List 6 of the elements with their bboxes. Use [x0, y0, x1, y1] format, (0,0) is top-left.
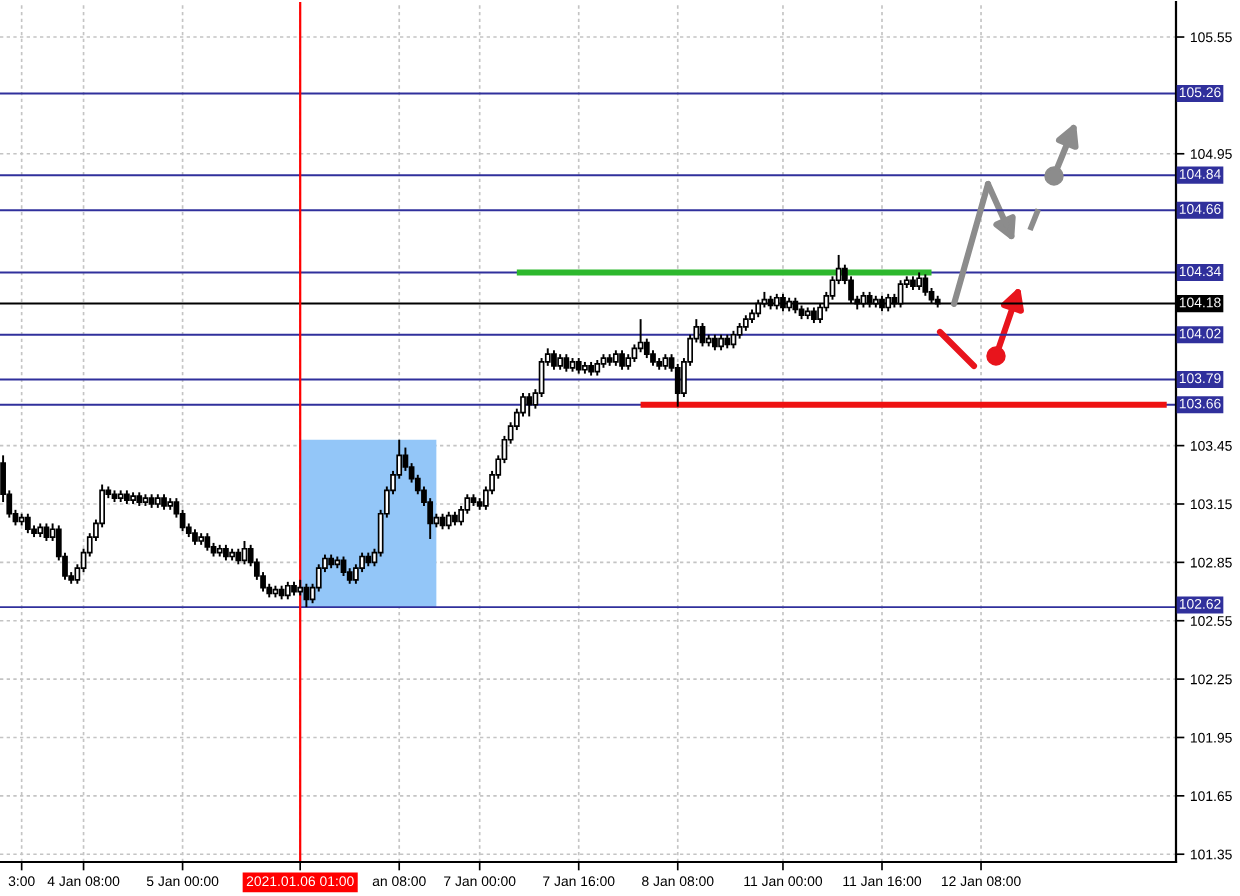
candlestick	[619, 349, 625, 371]
candlestick	[24, 512, 31, 535]
candlestick	[922, 273, 929, 297]
candlestick	[674, 362, 681, 408]
candlestick	[551, 349, 557, 371]
candlestick	[526, 392, 533, 418]
